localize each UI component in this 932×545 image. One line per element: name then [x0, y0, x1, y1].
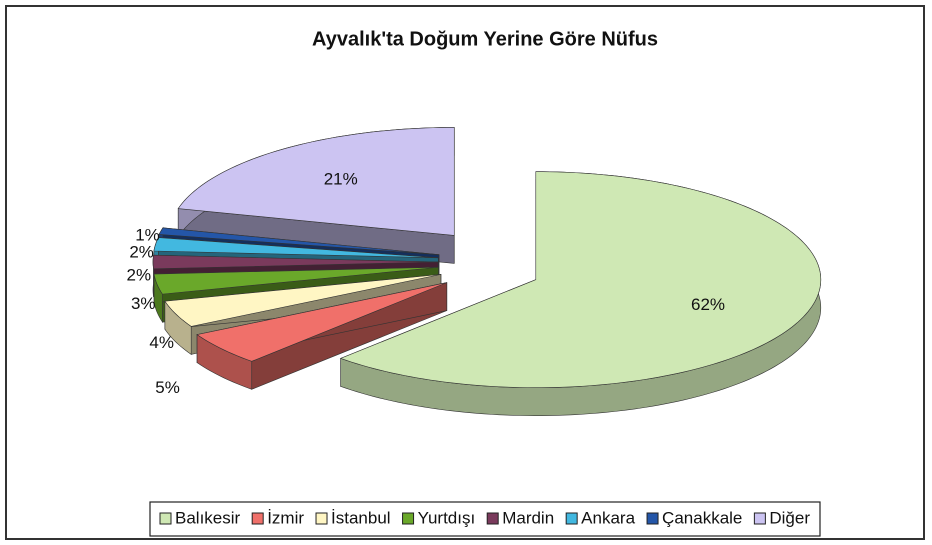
data-label: 2%: [127, 265, 152, 284]
legend-label: Çanakkale: [662, 508, 742, 527]
legend-label: Diğer: [769, 508, 810, 527]
legend-swatch: [753, 512, 766, 525]
chart-title: Ayvalık'ta Doğum Yerine Göre Nüfus: [312, 28, 658, 50]
legend-swatch: [402, 512, 415, 525]
data-label: 2%: [129, 242, 154, 261]
legend-label: Mardin: [502, 508, 554, 527]
slice-top: [164, 274, 442, 327]
data-label: 4%: [149, 333, 174, 352]
slice-top: [339, 171, 822, 388]
legend: Balıkesir İzmir İstanbul Yurtdışı Mardin Anka…: [149, 501, 821, 537]
legend-label: İzmir: [267, 508, 304, 527]
legend-swatch: [159, 512, 172, 525]
legend-label: Ankara: [581, 508, 635, 527]
pie-slice: [339, 171, 822, 416]
legend-label: Balıkesir: [175, 508, 241, 527]
data-label: 3%: [131, 294, 156, 313]
slice-top: [196, 282, 447, 362]
legend-swatch: [315, 512, 328, 525]
slice-top: [152, 254, 439, 270]
pie-slice: [196, 282, 448, 390]
legend-label: Yurtdışı: [418, 508, 476, 527]
data-label: 21%: [324, 169, 358, 188]
slice-top: [153, 237, 439, 259]
legend-swatch: [565, 512, 578, 525]
slice-top: [177, 127, 455, 236]
data-label: 1%: [135, 225, 160, 244]
slice-top: [158, 227, 440, 255]
legend-swatch: [646, 512, 659, 525]
legend-label: İstanbul: [331, 508, 391, 527]
data-label: 5%: [155, 378, 180, 397]
legend-swatch: [486, 512, 499, 525]
legend-swatch: [251, 512, 264, 525]
data-label: 62%: [691, 295, 725, 314]
slice-top: [153, 266, 439, 295]
